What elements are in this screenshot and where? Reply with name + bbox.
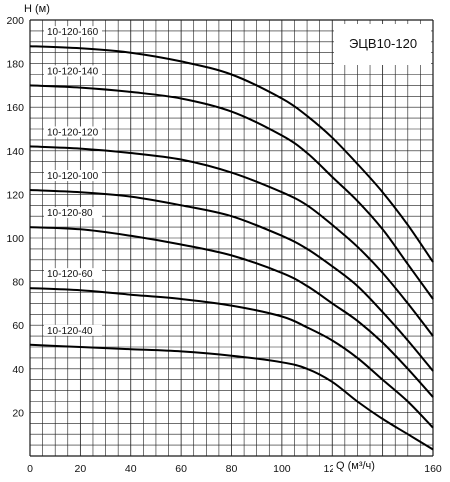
series-label-10-120-140: 10-120-140 — [47, 66, 99, 77]
x-axis-title-bg — [333, 458, 411, 472]
curve-10-120-60 — [29, 287, 434, 429]
curve-10-120-40 — [29, 343, 434, 451]
y-tick-label: 100 — [6, 233, 24, 245]
y-tick-label: 140 — [6, 146, 24, 158]
curve-10-120-120 — [29, 145, 434, 337]
y-tick-label: 160 — [6, 102, 24, 114]
series-label-bg — [44, 126, 102, 138]
model-label-box — [334, 24, 431, 65]
y-tick-label: 60 — [12, 320, 24, 332]
x-tick-label: 60 — [175, 463, 187, 475]
y-tick-label: 120 — [6, 189, 24, 201]
y-tick-label: 200 — [6, 15, 24, 27]
x-tick-label: 0 — [27, 463, 33, 475]
curve-10-120-100 — [29, 189, 434, 372]
x-tick-label: 20 — [75, 463, 87, 475]
x-tick-label: 80 — [226, 463, 238, 475]
y-tick-label: 40 — [12, 364, 24, 376]
x-tick-label: 40 — [125, 463, 137, 475]
series-labels: 10-120-160 10-120-140 10-120-120 10-120-100… — [44, 26, 102, 337]
series-label-bg — [44, 324, 102, 336]
y-tick-label: 20 — [12, 407, 24, 419]
series-label-bg — [44, 65, 102, 77]
series-label-bg — [44, 207, 102, 219]
series-label-bg — [44, 26, 102, 38]
grid — [29, 19, 434, 457]
x-tick-label: 100 — [273, 463, 291, 475]
series-label-10-120-120: 10-120-120 — [47, 127, 99, 138]
y-tick-label: 80 — [12, 277, 24, 289]
curves — [29, 45, 434, 451]
y-tick-labels: 20 40 60 80 100 120 140 160 180 200 — [6, 15, 24, 419]
y-tick-label: 180 — [6, 59, 24, 71]
series-label-bg — [44, 170, 102, 182]
y-axis-title: Н (м) — [24, 3, 50, 15]
curve-10-120-140 — [29, 84, 434, 300]
series-label-10-120-40: 10-120-40 — [47, 326, 93, 337]
series-label-bg — [44, 268, 102, 280]
chart-title: ЭЦВ10-120 — [349, 36, 417, 51]
series-label-10-120-60: 10-120-60 — [47, 269, 93, 280]
series-label-10-120-160: 10-120-160 — [47, 27, 99, 38]
x-axis-title: Q (м³/ч) — [336, 460, 375, 472]
series-label-10-120-80: 10-120-80 — [47, 208, 93, 219]
series-label-10-120-100: 10-120-100 — [47, 171, 99, 182]
curve-10-120-80 — [29, 226, 434, 398]
x-tick-label: 160 — [424, 463, 442, 475]
curve-10-120-160 — [29, 45, 434, 263]
